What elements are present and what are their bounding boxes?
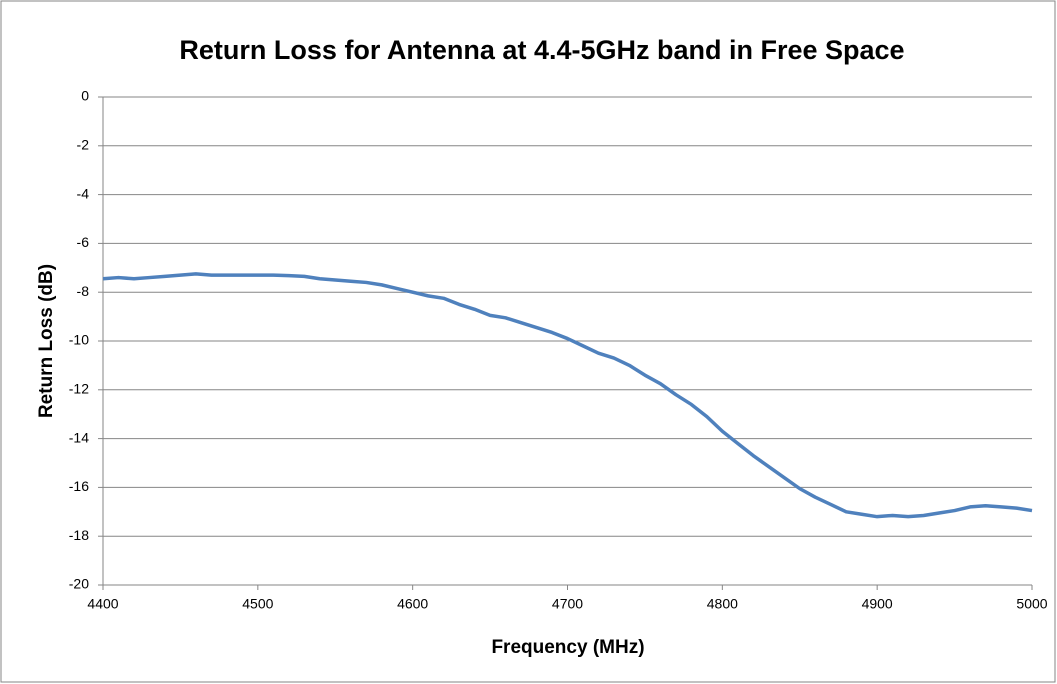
- x-tick-label: 4800: [707, 596, 738, 612]
- data-line: [102, 272, 1033, 519]
- y-tick-label: -10: [69, 332, 89, 348]
- y-tick-label: -4: [77, 185, 90, 201]
- y-tick-label: -2: [77, 137, 90, 153]
- x-tick-label: 4500: [242, 596, 273, 612]
- x-tick-label: 4700: [552, 596, 583, 612]
- x-axis-label: Frequency (MHz): [491, 637, 644, 658]
- y-tick-label: -14: [69, 429, 89, 445]
- y-tick-label: -6: [77, 234, 90, 250]
- y-tick-label: -18: [69, 527, 89, 543]
- y-axis-label: Return Loss (dB): [36, 264, 57, 418]
- x-tick-label: 4900: [862, 596, 893, 612]
- x-tick-label: 5000: [1016, 596, 1047, 612]
- chart-title: Return Loss for Antenna at 4.4-5GHz band…: [179, 35, 904, 65]
- y-tick-label: -8: [77, 283, 90, 299]
- x-tick-label: 4600: [397, 596, 428, 612]
- y-tick-label: -16: [69, 478, 89, 494]
- y-tick-label: -12: [69, 381, 89, 397]
- y-tick-label: 0: [81, 88, 89, 104]
- x-tick-label: 4400: [87, 596, 118, 612]
- y-tick-label: -20: [69, 576, 89, 592]
